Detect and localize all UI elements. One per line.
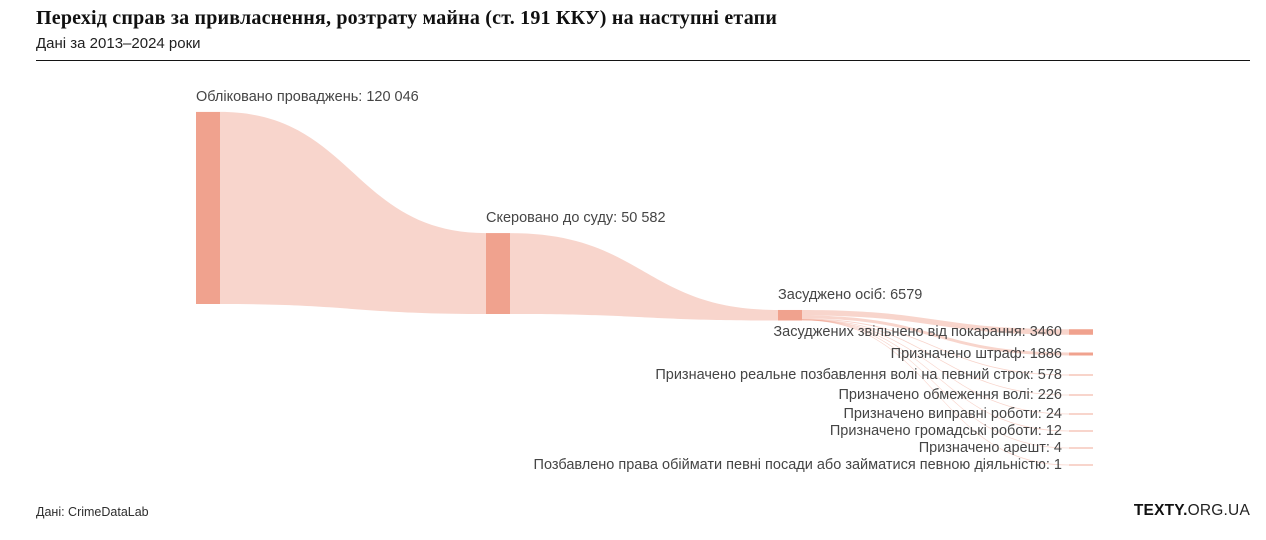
sankey-link: [802, 315, 1069, 356]
sankey-node: [486, 233, 510, 314]
header-divider: [36, 60, 1250, 61]
outcome-label: Засуджених звільнено від покарання: 3460: [773, 324, 1062, 340]
outcome-label: Призначено громадські роботи: 12: [829, 423, 1062, 439]
stage-label: Обліковано проваджень: 120 046: [196, 88, 419, 105]
stage-label: Засуджено осіб: 6579: [778, 286, 923, 303]
stage-label: Скеровано до суду: 50 582: [486, 210, 666, 227]
sankey-node: [1069, 394, 1093, 396]
sankey-link: [220, 111, 486, 315]
sankey-node: [778, 309, 802, 321]
sankey-node: [196, 111, 220, 305]
sankey-node: [1069, 352, 1093, 356]
sankey-node: [1069, 447, 1093, 449]
page-title: Перехід справ за привласнення, розтрату …: [36, 7, 778, 29]
outcome-label: Призначено обмеження волі: 226: [838, 387, 1062, 403]
data-source: Дані: CrimeDataLab: [36, 505, 149, 519]
sankey-link: [802, 319, 1069, 449]
texty-logo: TEXTY.ORG.UA: [1134, 502, 1250, 520]
outcome-label: Призначено штраф: 1886: [890, 346, 1062, 362]
sankey-link: [802, 309, 1069, 335]
sankey-node: [1069, 374, 1093, 376]
outcome-label: Призначено реальне позбавлення волі на п…: [655, 367, 1062, 383]
sankey-link: [510, 233, 778, 321]
outcome-label: Позбавлено права обіймати певні посади а…: [533, 457, 1062, 473]
sankey-node: [1069, 329, 1093, 335]
outcome-label: Призначено арешт: 4: [918, 440, 1062, 456]
sankey-link: [802, 319, 1069, 466]
sankey-node: [1069, 430, 1093, 432]
texty-logo-suffix: ORG.UA: [1187, 502, 1250, 519]
sankey-link: [802, 319, 1069, 432]
outcome-label: Призначено виправні роботи: 24: [843, 406, 1062, 422]
sankey-node: [1069, 464, 1093, 466]
texty-logo-bold: TEXTY.: [1133, 502, 1188, 519]
sankey-link: [802, 319, 1069, 415]
sankey-link: [802, 318, 1069, 376]
page-subtitle: Дані за 2013–2024 роки: [36, 35, 201, 52]
sankey-link: [802, 319, 1069, 396]
sankey-node: [1069, 413, 1093, 415]
